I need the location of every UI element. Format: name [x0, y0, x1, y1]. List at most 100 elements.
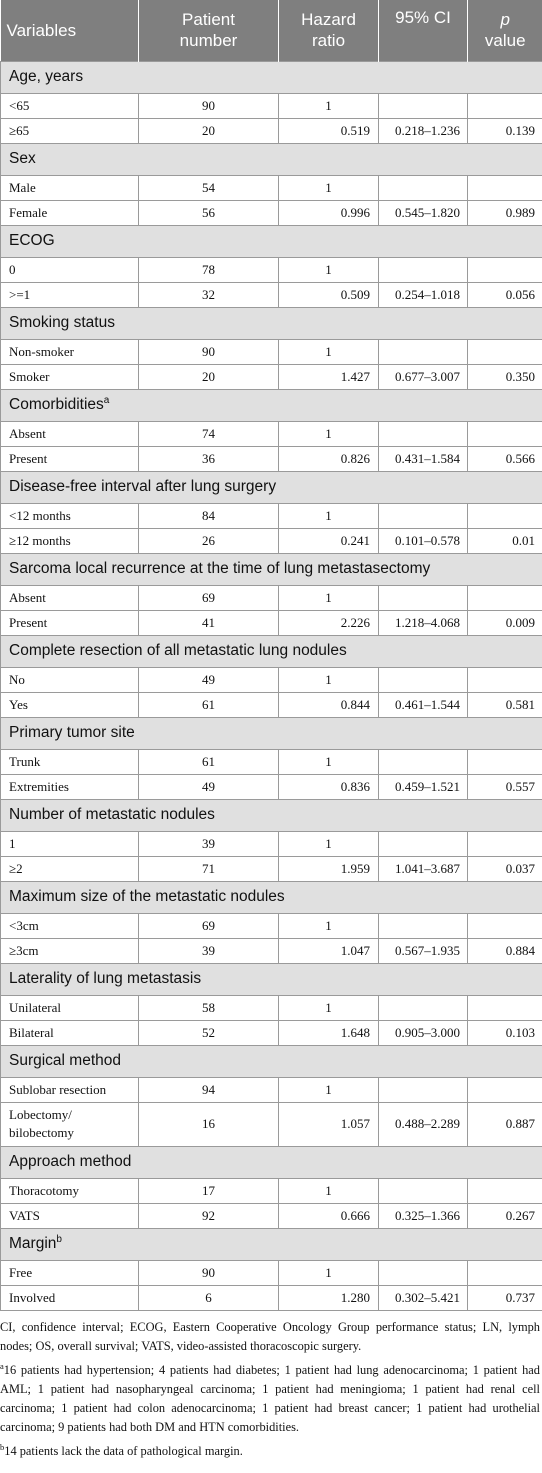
table-row: Yes 61 0.844 0.461–1.544 0.581 — [0, 691, 542, 718]
cell-p-value — [467, 174, 542, 201]
footnote-marker: b — [56, 1234, 62, 1246]
section-title: Approach method — [0, 1145, 542, 1179]
cell-hazard-ratio: 1 — [278, 912, 379, 939]
cell-variable: Trunk — [0, 748, 139, 775]
footnote-a: a16 patients had hypertension; 4 patient… — [0, 1360, 540, 1434]
cell-p-value: 0.557 — [467, 773, 542, 800]
table-row: Trunk 61 1 — [0, 748, 542, 775]
table-row: >=1 32 0.509 0.254–1.018 0.056 — [0, 281, 542, 308]
cell-patient-number: 92 — [138, 1202, 279, 1229]
cell-ci: 0.567–1.935 — [378, 937, 468, 964]
section-header-row: Age, years — [0, 60, 542, 94]
table-row: Involved 6 1.280 0.302–5.421 0.737 — [0, 1284, 542, 1311]
section-title: Maximum size of the metastatic nodules — [0, 880, 542, 914]
table-row: <65 90 1 — [0, 92, 542, 119]
cell-variable: Non-smoker — [0, 338, 139, 365]
footnote-b: b14 patients lack the data of pathologic… — [0, 1441, 243, 1458]
cell-ci — [378, 256, 468, 283]
cell-p-value: 0.009 — [467, 609, 542, 636]
cell-variable: Smoker — [0, 363, 139, 390]
cell-hazard-ratio: 1 — [278, 1076, 379, 1103]
section-title-text: Age, years — [9, 68, 84, 85]
section-header-row: Marginb — [0, 1227, 542, 1261]
hazard-ratio-table: Variables Patient number Hazard ratio 95% … — [0, 0, 542, 1311]
cell-ci: 0.218–1.236 — [378, 117, 468, 144]
section-header-row: Maximum size of the metastatic nodules — [0, 880, 542, 914]
cell-ci: 0.254–1.018 — [378, 281, 468, 308]
cell-patient-number: 58 — [138, 994, 279, 1021]
cell-p-value — [467, 420, 542, 447]
table-row: Absent 69 1 — [0, 584, 542, 611]
cell-p-value — [467, 338, 542, 365]
cell-hazard-ratio: 1.280 — [278, 1284, 379, 1311]
header-hazard-ratio: Hazard ratio — [278, 0, 379, 61]
cell-ci: 0.101–0.578 — [378, 527, 468, 554]
cell-hazard-ratio: 0.836 — [278, 773, 379, 800]
cell-ci — [378, 666, 468, 693]
cell-patient-number: 39 — [138, 830, 279, 857]
table-row: Absent 74 1 — [0, 420, 542, 447]
cell-patient-number: 17 — [138, 1177, 279, 1204]
cell-patient-number: 61 — [138, 748, 279, 775]
table-row: Unilateral 58 1 — [0, 994, 542, 1021]
section-header-row: Approach method — [0, 1145, 542, 1179]
cell-hazard-ratio: 1 — [278, 1177, 379, 1204]
table-row: Free 90 1 — [0, 1259, 542, 1286]
cell-ci — [378, 502, 468, 529]
cell-variable: ≥65 — [0, 117, 139, 144]
section-title: Laterality of lung metastasis — [0, 962, 542, 996]
table-row: Thoracotomy 17 1 — [0, 1177, 542, 1204]
cell-p-value: 0.884 — [467, 937, 542, 964]
cell-patient-number: 6 — [138, 1284, 279, 1311]
table-row: Sublobar resection 94 1 — [0, 1076, 542, 1103]
table-row: ≥65 20 0.519 0.218–1.236 0.139 — [0, 117, 542, 144]
cell-p-value — [467, 502, 542, 529]
cell-p-value — [467, 584, 542, 611]
cell-hazard-ratio: 2.226 — [278, 609, 379, 636]
cell-p-value: 0.037 — [467, 855, 542, 882]
section-title-text: Approach method — [9, 1153, 132, 1170]
header-p-value: p value — [467, 0, 542, 61]
cell-patient-number: 94 — [138, 1076, 279, 1103]
cell-patient-number: 69 — [138, 584, 279, 611]
table-row: VATS 92 0.666 0.325–1.366 0.267 — [0, 1202, 542, 1229]
cell-variable: Bilateral — [0, 1019, 139, 1046]
cell-p-value: 0.566 — [467, 445, 542, 472]
cell-ci: 0.905–3.000 — [378, 1019, 468, 1046]
footnote-marker: a — [103, 395, 110, 407]
table-row: ≥3cm 39 1.047 0.567–1.935 0.884 — [0, 937, 542, 964]
cell-variable: >=1 — [0, 281, 139, 308]
table-row: Female 56 0.996 0.545–1.820 0.989 — [0, 199, 542, 226]
cell-p-value: 0.139 — [467, 117, 542, 144]
cell-patient-number: 90 — [138, 92, 279, 119]
header-patient-number: Patient number — [138, 0, 279, 61]
cell-variable: Present — [0, 445, 139, 472]
cell-variable: Extremities — [0, 773, 139, 800]
cell-p-value — [467, 830, 542, 857]
section-header-row: Primary tumor site — [0, 716, 542, 750]
section-title-text: Surgical method — [9, 1052, 122, 1069]
section-title: Number of metastatic nodules — [0, 798, 542, 832]
cell-p-value — [467, 1259, 542, 1286]
cell-patient-number: 16 — [138, 1101, 279, 1147]
cell-patient-number: 32 — [138, 281, 279, 308]
table-row: No 49 1 — [0, 666, 542, 693]
cell-patient-number: 41 — [138, 609, 279, 636]
section-title-text: Laterality of lung metastasis — [9, 970, 202, 987]
cell-ci — [378, 338, 468, 365]
cell-ci — [378, 1177, 468, 1204]
cell-ci: 0.459–1.521 — [378, 773, 468, 800]
cell-hazard-ratio: 1 — [278, 502, 379, 529]
cell-variable: ≥2 — [0, 855, 139, 882]
cell-ci — [378, 584, 468, 611]
cell-patient-number: 69 — [138, 912, 279, 939]
cell-patient-number: 61 — [138, 691, 279, 718]
cell-hazard-ratio: 0.826 — [278, 445, 379, 472]
cell-hazard-ratio: 1.047 — [278, 937, 379, 964]
cell-variable: Involved — [0, 1284, 139, 1311]
cell-p-value: 0.01 — [467, 527, 542, 554]
table-row: Non-smoker 90 1 — [0, 338, 542, 365]
cell-p-value — [467, 748, 542, 775]
section-title-text: ECOG — [9, 232, 55, 249]
